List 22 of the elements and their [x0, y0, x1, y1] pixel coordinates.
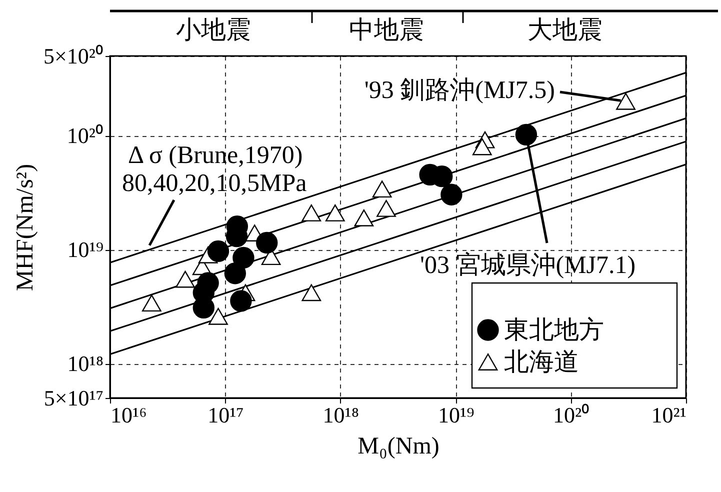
- y-tick-label: 5×10¹⁷: [44, 386, 104, 410]
- x-tick-label: 10²⁰: [552, 402, 590, 428]
- annotation: Δ σ (Brune,1970): [128, 142, 303, 169]
- y-tick-label: 5×10²⁰: [43, 44, 104, 68]
- text: 中地震: [348, 17, 424, 44]
- annotation: '93 釧路沖(MJ7.5): [364, 77, 555, 104]
- x-tick-label: 10¹⁸: [322, 402, 360, 428]
- x-tick-label: 10²¹: [651, 402, 686, 428]
- legend-label: 北海道: [504, 349, 579, 376]
- y-tick-label: 10¹⁸: [67, 351, 104, 376]
- x-tick-label: 10¹⁶: [110, 402, 147, 428]
- annotation: 80,40,20,10,5MPa: [122, 170, 307, 197]
- annotation: '03 宮城県沖(MJ7.1): [420, 251, 636, 279]
- y-tick-label: 10¹⁹: [67, 237, 104, 262]
- x-axis-title: M₀(Nm): [358, 434, 440, 460]
- y-axis-title: MHF(Nm/s²): [12, 164, 38, 292]
- x-tick-label: 10¹⁷: [208, 402, 244, 428]
- y-tick-label: 10²⁰: [66, 123, 104, 148]
- x-tick-label: 10¹⁹: [438, 402, 475, 428]
- text: 小地震: [176, 17, 252, 44]
- legend-label: 東北地方: [504, 316, 604, 344]
- text: 大地震: [528, 17, 603, 44]
